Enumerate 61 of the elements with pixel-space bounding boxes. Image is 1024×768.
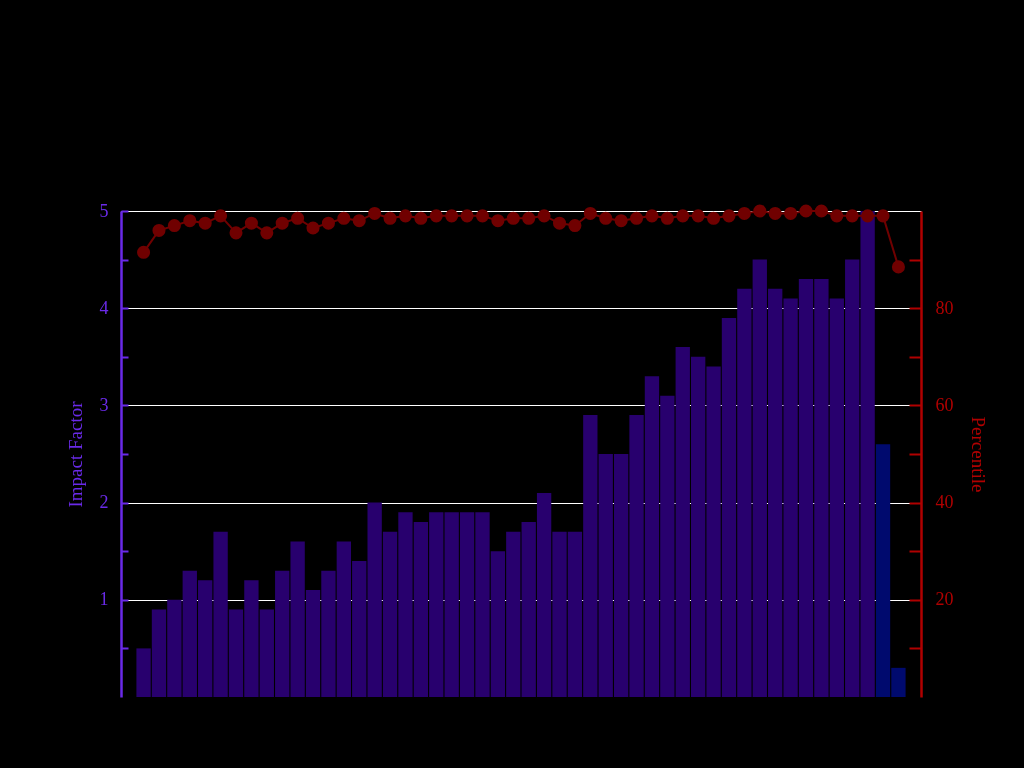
point — [660, 211, 674, 225]
point — [861, 209, 875, 223]
point — [137, 245, 151, 259]
point — [814, 204, 828, 218]
point — [260, 226, 274, 240]
point — [229, 226, 243, 240]
point — [214, 209, 228, 223]
point — [891, 260, 905, 274]
point — [429, 209, 443, 223]
point — [291, 211, 305, 225]
point — [244, 216, 258, 230]
point — [753, 204, 767, 218]
point — [352, 214, 366, 228]
y2-tick-label: 20 — [935, 589, 954, 610]
point — [368, 206, 382, 220]
point — [830, 209, 844, 223]
point — [568, 219, 582, 233]
point — [599, 211, 613, 225]
point — [445, 209, 459, 223]
point — [691, 209, 705, 223]
point — [383, 211, 397, 225]
point — [876, 209, 890, 223]
point — [799, 204, 813, 218]
point — [737, 206, 751, 220]
point — [784, 206, 798, 220]
point — [460, 209, 474, 223]
point — [414, 211, 428, 225]
point — [845, 209, 859, 223]
point — [645, 209, 659, 223]
point — [614, 214, 628, 228]
point — [152, 223, 166, 237]
point — [676, 209, 690, 223]
y-tick-label: 4 — [99, 297, 109, 318]
point — [306, 221, 320, 235]
y2-tick-label: 60 — [935, 394, 954, 415]
point — [321, 216, 335, 230]
point — [398, 209, 412, 223]
point — [183, 214, 197, 228]
point — [722, 209, 736, 223]
y-axis-title: Impact Factor — [64, 400, 86, 508]
point — [475, 209, 490, 223]
point — [491, 214, 505, 228]
point — [552, 216, 567, 230]
y-tick-label: 3 — [99, 394, 109, 415]
point — [522, 211, 536, 225]
y2-axis-title: Percentile — [967, 416, 989, 493]
point — [707, 211, 721, 225]
y-tick-label: 1 — [99, 589, 109, 610]
point — [506, 211, 520, 225]
point — [537, 209, 551, 223]
point — [167, 219, 181, 233]
point — [198, 216, 212, 230]
y-tick-label: 2 — [99, 492, 109, 513]
y2-tick-label: 40 — [935, 492, 954, 513]
point — [630, 211, 644, 225]
point — [768, 206, 782, 220]
y2-tick-label: 80 — [935, 297, 954, 318]
y-tick-label: 5 — [99, 200, 109, 221]
point — [275, 216, 289, 230]
point — [337, 211, 351, 225]
point — [583, 206, 597, 220]
